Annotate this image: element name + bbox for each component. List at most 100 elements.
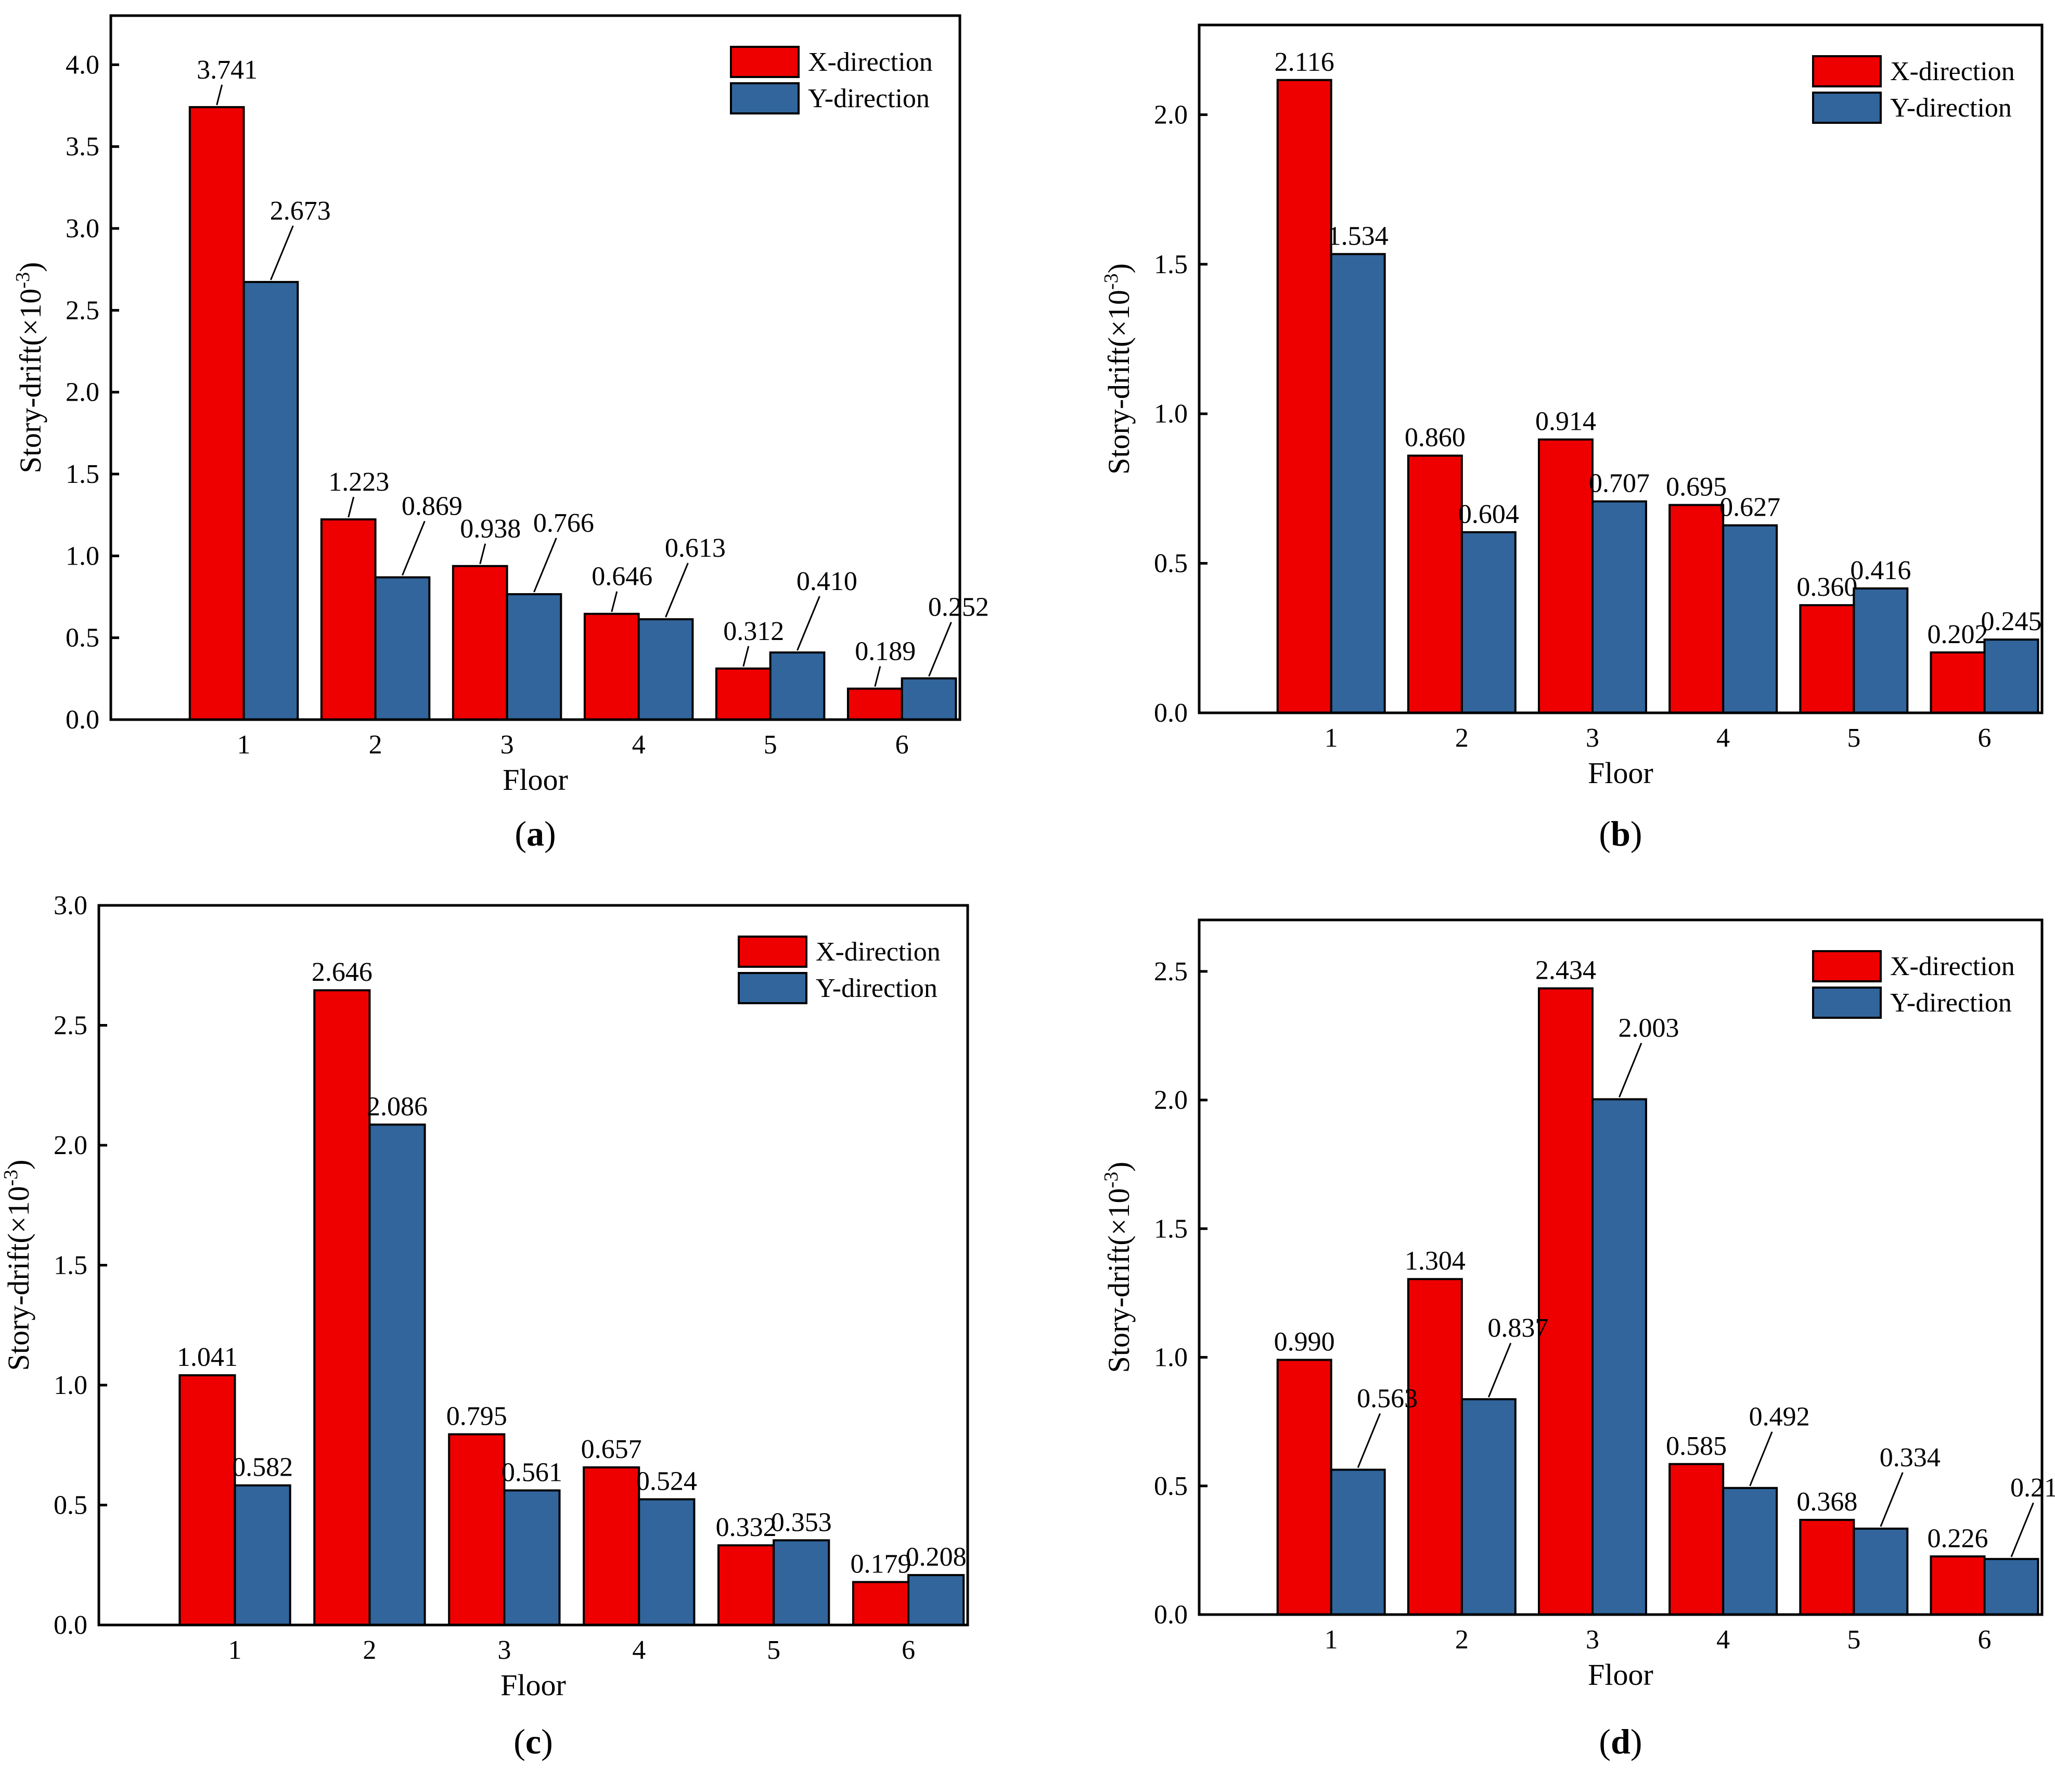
leader-line — [874, 666, 881, 687]
x-tick-label: 1 — [237, 730, 251, 760]
x-tick-label: 1 — [1325, 723, 1338, 753]
bar-y-floor-1 — [1330, 1468, 1386, 1616]
bar-x-floor-3 — [1538, 987, 1594, 1616]
x-axis-label: Floor — [503, 763, 568, 797]
y-tick-label: 1.0 — [1154, 1343, 1188, 1373]
x-tick-label: 3 — [497, 1635, 511, 1665]
data-label: 0.360 — [1796, 572, 1857, 602]
data-label: 0.657 — [581, 1435, 642, 1464]
leader-line — [665, 562, 689, 618]
data-label: 0.795 — [446, 1402, 507, 1431]
y-tick-label: 3.5 — [66, 132, 99, 162]
x-tick-label: 4 — [632, 1635, 646, 1665]
x-axis-label: Floor — [1588, 1658, 1653, 1692]
y-tick-label: 0.5 — [1154, 549, 1188, 579]
y-tick-label: 1.0 — [66, 541, 99, 571]
leader-line — [533, 537, 557, 593]
y-tick-label: 4.0 — [66, 50, 99, 80]
y-tick-label: 2.0 — [1154, 1085, 1188, 1115]
bar-y-floor-1 — [234, 1484, 291, 1626]
x-tick-label: 3 — [500, 730, 514, 760]
bar-y-floor-6 — [907, 1574, 965, 1627]
chart-panel-d: 0.0 0.5 1.0 1.5 2.0 2.5 1 2 3 4 5 6 0.990 1.304 2.434 0… — [1100, 918, 2055, 1761]
data-label: 0.695 — [1666, 472, 1727, 502]
bar-x-floor-6 — [852, 1581, 910, 1626]
leader-line — [1487, 1342, 1512, 1398]
y-tick-label: 0.0 — [1154, 698, 1188, 728]
plot-frame — [97, 904, 969, 1627]
y-tick-label: 0.5 — [54, 1491, 87, 1520]
data-label: 0.252 — [928, 593, 989, 622]
y-tick-label: 1.5 — [54, 1251, 87, 1281]
y-tick-label: 3.0 — [66, 214, 99, 244]
bar-x-floor-3 — [448, 1433, 506, 1626]
legend-label: Y-direction — [1890, 93, 2012, 123]
x-tick-label: 6 — [895, 730, 909, 760]
leader-line — [1880, 1472, 1904, 1527]
bar-x-floor-2 — [313, 989, 371, 1626]
y-tick-label: 1.0 — [1154, 399, 1188, 429]
data-label: 0.561 — [502, 1457, 562, 1487]
legend-swatch-y — [1812, 987, 1882, 1019]
panel-caption: (d) — [1599, 1722, 1642, 1761]
y-axis-label: Story-drift(×10-3) — [0, 1160, 35, 1371]
y-axis-label: Story-drift(×10-3) — [1100, 263, 1136, 475]
x-tick-label: 6 — [902, 1635, 915, 1665]
bar-x-floor-2 — [1407, 1278, 1463, 1616]
x-tick-label: 2 — [1455, 1625, 1469, 1655]
legend-swatch-y — [730, 82, 800, 114]
bar-x-floor-1 — [1276, 79, 1332, 714]
data-label: 0.189 — [855, 637, 916, 667]
legend-swatch-x — [1812, 950, 1882, 982]
bar-x-floor-6 — [1930, 651, 1986, 714]
x-tick-label: 2 — [363, 1635, 376, 1665]
legend-label: X-direction — [816, 937, 941, 967]
bar-y-floor-5 — [773, 1539, 830, 1627]
y-tick-label: 2.0 — [1154, 100, 1188, 130]
x-tick-label: 6 — [1977, 723, 1991, 753]
legend-swatch-x — [738, 936, 807, 968]
chart-panel-a: 0.0 0.5 1.0 1.5 2.0 2.5 3.0 3.5 4.0 1 2 3 4 5 6 3.741 1.… — [12, 14, 989, 853]
y-tick-label: 2.5 — [66, 296, 99, 325]
y-tick-label: 1.5 — [66, 459, 99, 489]
bar-y-floor-4 — [1722, 1487, 1778, 1616]
y-tick-label: 1.5 — [1154, 250, 1188, 279]
data-label: 2.673 — [270, 196, 331, 226]
leader-line — [1357, 1413, 1381, 1468]
data-label: 0.410 — [797, 567, 857, 596]
legend-label: Y-direction — [1890, 988, 2012, 1018]
bar-y-floor-3 — [1591, 500, 1647, 714]
bar-x-floor-3 — [1538, 438, 1594, 714]
leader-line — [402, 520, 426, 576]
data-label: 0.368 — [1796, 1487, 1857, 1517]
y-tick-label: 0.0 — [66, 705, 99, 735]
bar-x-floor-5 — [715, 667, 772, 721]
data-label: 2.646 — [312, 957, 373, 987]
data-label: 1.041 — [177, 1342, 238, 1372]
bar-y-floor-6 — [1983, 638, 2039, 714]
leader-line — [1619, 1043, 1642, 1098]
y-axis-label: Story-drift(×10-3) — [12, 262, 47, 473]
panel-caption: (c) — [513, 1722, 553, 1761]
data-label: 0.837 — [1487, 1313, 1548, 1343]
data-label: 2.116 — [1275, 47, 1334, 77]
data-label: 0.202 — [1928, 620, 1988, 649]
leader-line — [270, 225, 294, 280]
bar-x-floor-1 — [178, 1374, 236, 1627]
y-tick-label: 2.5 — [54, 1011, 87, 1041]
data-label: 0.860 — [1405, 423, 1466, 453]
bar-x-floor-1 — [1276, 1359, 1332, 1616]
leader-line — [611, 591, 618, 612]
data-label: 0.245 — [1981, 607, 2041, 636]
data-label: 0.613 — [665, 533, 726, 563]
legend-swatch-x — [730, 46, 800, 78]
y-tick-label: 2.0 — [54, 1131, 87, 1160]
plot-frame — [1198, 918, 2044, 1616]
x-tick-label: 5 — [1847, 723, 1860, 753]
leader-line — [1749, 1431, 1773, 1487]
x-tick-label: 5 — [764, 730, 777, 760]
bar-x-floor-4 — [583, 1466, 640, 1627]
leader-line — [216, 84, 223, 106]
